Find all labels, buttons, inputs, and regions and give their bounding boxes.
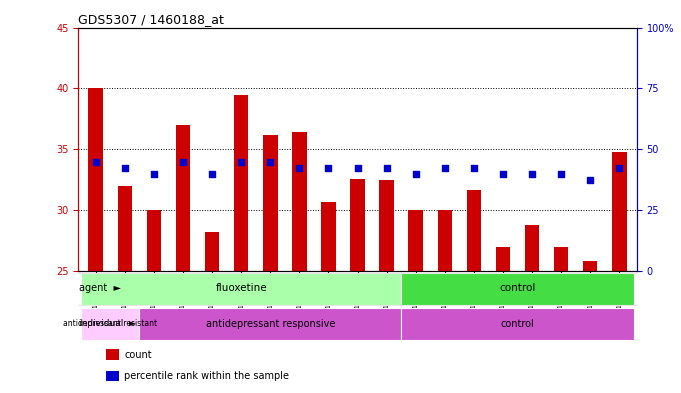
Text: individual  ►: individual ►: [78, 319, 136, 328]
Text: antidepressant resistant: antidepressant resistant: [63, 319, 157, 328]
Bar: [409, 210, 423, 271]
Point: [119, 164, 130, 171]
Point: [265, 158, 276, 165]
Point: [556, 171, 567, 177]
Bar: [466, 189, 481, 271]
Point: [381, 164, 392, 171]
Bar: [496, 247, 510, 271]
Text: agent  ►: agent ►: [78, 283, 121, 293]
Point: [526, 171, 537, 177]
Bar: [81, 273, 401, 305]
Text: GDS5307 / 1460188_at: GDS5307 / 1460188_at: [78, 13, 224, 26]
Text: control: control: [501, 318, 535, 329]
Bar: [81, 308, 140, 340]
Bar: [583, 261, 597, 271]
Bar: [401, 273, 634, 305]
Bar: [379, 180, 394, 271]
Point: [585, 176, 596, 183]
Point: [148, 171, 159, 177]
Bar: [292, 132, 306, 271]
Bar: [106, 349, 118, 360]
Bar: [263, 135, 278, 271]
Bar: [146, 210, 161, 271]
Bar: [612, 152, 627, 271]
Point: [206, 171, 217, 177]
Bar: [525, 225, 539, 271]
Bar: [140, 308, 401, 340]
Bar: [350, 178, 365, 271]
Point: [439, 164, 450, 171]
Point: [469, 164, 479, 171]
Text: fluoxetine: fluoxetine: [215, 283, 267, 293]
Point: [178, 158, 189, 165]
Text: percentile rank within the sample: percentile rank within the sample: [124, 371, 289, 381]
Point: [410, 171, 421, 177]
Point: [91, 158, 101, 165]
Bar: [89, 88, 103, 271]
Bar: [118, 186, 132, 271]
Bar: [176, 125, 190, 271]
Point: [323, 164, 334, 171]
Text: antidepressant responsive: antidepressant responsive: [206, 318, 335, 329]
Point: [294, 164, 305, 171]
Point: [352, 164, 363, 171]
Point: [614, 164, 624, 171]
Bar: [321, 202, 336, 271]
Bar: [554, 247, 569, 271]
Bar: [234, 94, 249, 271]
Bar: [205, 232, 219, 271]
Bar: [401, 308, 634, 340]
Bar: [437, 210, 452, 271]
Point: [236, 158, 247, 165]
Text: count: count: [124, 350, 152, 360]
Point: [498, 171, 509, 177]
Text: control: control: [499, 283, 536, 293]
Bar: [106, 371, 118, 381]
